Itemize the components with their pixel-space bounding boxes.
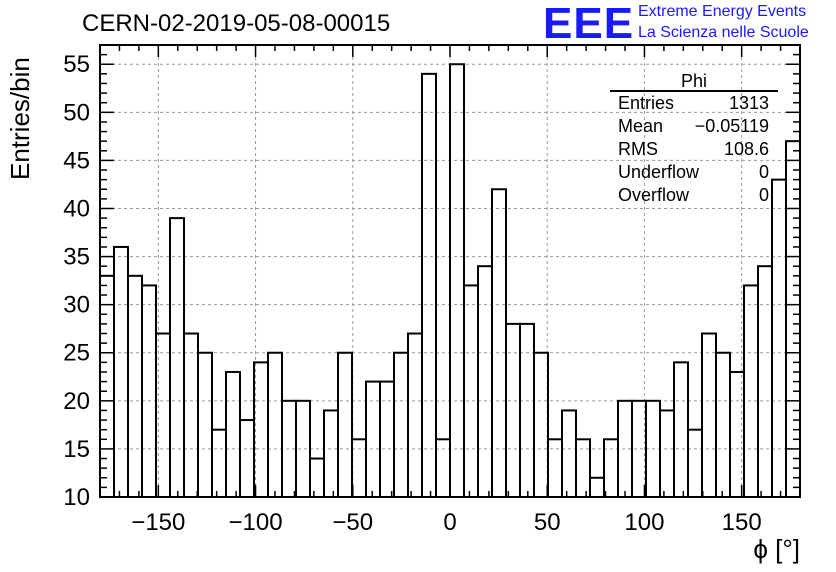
stats-value: 1313 [729, 93, 769, 113]
histogram-bar [267, 351, 283, 499]
histogram-bar [449, 63, 465, 498]
histogram-bar [197, 351, 213, 499]
eee-logo-caption-line2: La Scienza nelle Scuole [638, 24, 809, 41]
x-tick-label: 0 [443, 509, 456, 536]
y-tick-label: 55 [63, 51, 90, 78]
histogram-bar [99, 274, 115, 498]
histogram-bar [113, 245, 129, 498]
histogram-bar [505, 322, 521, 498]
histogram-bar [323, 409, 339, 498]
y-tick-label: 10 [63, 484, 90, 511]
histogram-bar [379, 380, 395, 498]
histogram-bar [351, 438, 367, 499]
histogram-bar [491, 188, 507, 499]
histogram-bar [603, 438, 619, 499]
histogram-bar [463, 284, 479, 498]
stats-value: 0 [759, 162, 769, 182]
stats-box: Phi Entries 1313 Mean −0.05119 RMS 108.6 Under… [610, 71, 778, 205]
x-tick-label: 100 [624, 509, 664, 536]
y-tick-label: 15 [63, 436, 90, 463]
histogram-bar [421, 72, 437, 498]
histogram-bar [239, 419, 255, 499]
histogram-bar [211, 428, 227, 498]
y-tick-label: 30 [63, 292, 90, 319]
tick-labels: −150 −100 −50 0 50 100 150 10 15 20 25 30 35 40 45 50 55 [63, 51, 761, 536]
histogram-bar [575, 438, 591, 499]
histogram-bar [365, 380, 381, 498]
histogram-bar [309, 457, 325, 499]
histogram-bar [673, 361, 689, 498]
y-tick-label: 50 [63, 99, 90, 126]
histogram-bar [743, 284, 759, 498]
histogram-bar [127, 274, 143, 498]
histogram-bar [561, 409, 577, 498]
histogram-bar [337, 351, 353, 499]
histogram-bar [519, 322, 535, 498]
x-tick-label: 50 [534, 509, 561, 536]
x-tick-label: −150 [131, 509, 185, 536]
x-tick-label: −100 [229, 509, 283, 536]
stats-label: Mean [618, 116, 663, 136]
histogram-bar [533, 351, 549, 499]
y-tick-label: 40 [63, 195, 90, 222]
x-tick-label: −50 [332, 509, 373, 536]
y-tick-label: 20 [63, 388, 90, 415]
histogram-bar [393, 351, 409, 499]
y-tick-label: 45 [63, 147, 90, 174]
histogram-bar [687, 428, 703, 498]
stats-label: Entries [618, 93, 674, 113]
histogram-bar [659, 409, 675, 498]
histogram-bar [757, 265, 773, 499]
stats-value: 108.6 [724, 139, 769, 159]
histogram-bar [589, 476, 605, 499]
histogram-bar [183, 332, 199, 499]
stats-value: 0 [759, 185, 769, 205]
histogram-bar [407, 332, 423, 499]
stats-label: RMS [618, 139, 658, 159]
histogram-bar [547, 438, 563, 499]
eee-logo: EEE [543, 0, 635, 48]
histogram-bar [715, 351, 731, 499]
histogram-bar [435, 438, 451, 499]
x-tick-label: 150 [722, 509, 762, 536]
y-tick-label: 25 [63, 340, 90, 367]
histogram-bar [253, 361, 269, 498]
histogram-bar [477, 265, 493, 499]
run-title: CERN-02-2019-05-08-00015 [82, 10, 391, 37]
stats-label: Underflow [618, 162, 700, 182]
stats-label: Overflow [618, 185, 690, 205]
histogram-bar [785, 140, 801, 498]
histogram-bar [141, 284, 157, 498]
stats-value: −0.05119 [695, 116, 769, 136]
y-tick-label: 35 [63, 244, 90, 271]
histogram-bar [169, 217, 185, 498]
histogram-bar [701, 332, 717, 499]
x-axis-label: ϕ [°] [753, 534, 800, 564]
axis-ticks [99, 44, 801, 498]
stats-box-title: Phi [681, 71, 707, 91]
histogram-bar [225, 370, 241, 499]
eee-logo-caption-line1: Extreme Energy Events [638, 3, 807, 20]
